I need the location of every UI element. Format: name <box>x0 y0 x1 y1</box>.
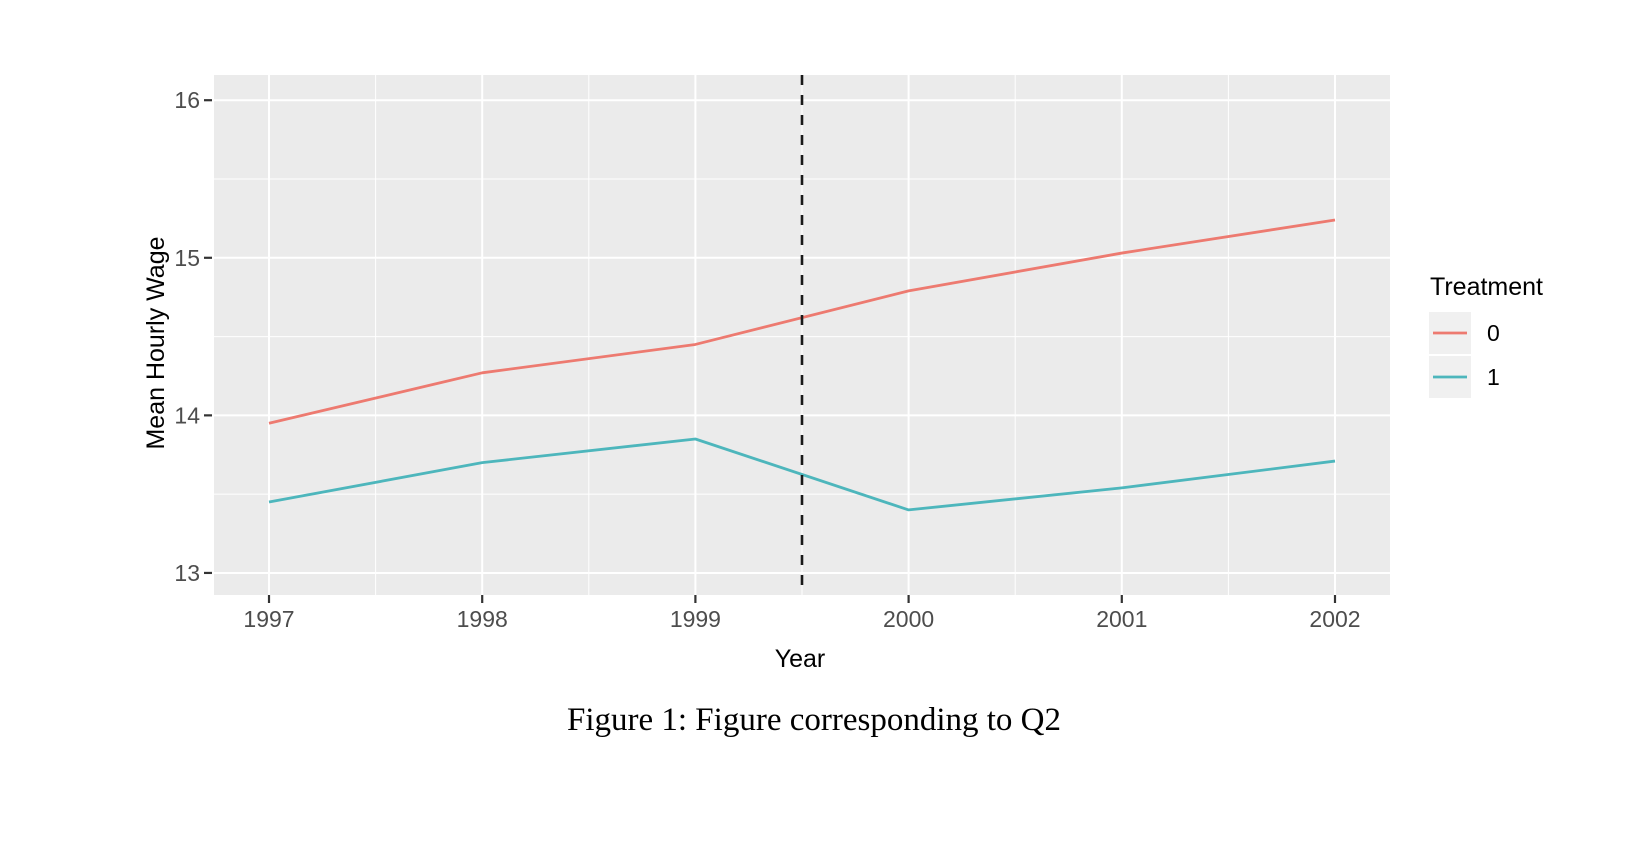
x-tick-label: 2002 <box>1309 606 1360 632</box>
x-tick-label: 1997 <box>243 606 294 632</box>
legend-label: 1 <box>1487 364 1500 390</box>
x-axis-title: Year <box>775 645 826 673</box>
chart-canvas: 13 14 15 16 1997 1998 1999 2000 2001 2002 Year Mean… <box>142 75 1543 673</box>
x-tick-label: 1998 <box>457 606 508 632</box>
legend-title: Treatment <box>1430 273 1543 301</box>
x-tick-label: 1999 <box>670 606 721 632</box>
figure-caption: Figure 1: Figure corresponding to Q2 <box>566 702 1062 738</box>
legend-label: 0 <box>1487 320 1500 346</box>
y-tick-label: 14 <box>174 402 200 428</box>
x-tick-label: 2000 <box>883 606 934 632</box>
y-tick-label: 16 <box>174 87 200 113</box>
y-axis-title: Mean Hourly Wage <box>142 236 170 449</box>
wage-line-chart: 13 14 15 16 1997 1998 1999 2000 2001 2002 Year Mean… <box>142 75 1543 673</box>
series-line-treatment-1 <box>268 437 1336 512</box>
y-tick-label: 15 <box>174 245 200 271</box>
x-tick-label: 2001 <box>1096 606 1147 632</box>
y-tick-label: 13 <box>174 560 200 586</box>
